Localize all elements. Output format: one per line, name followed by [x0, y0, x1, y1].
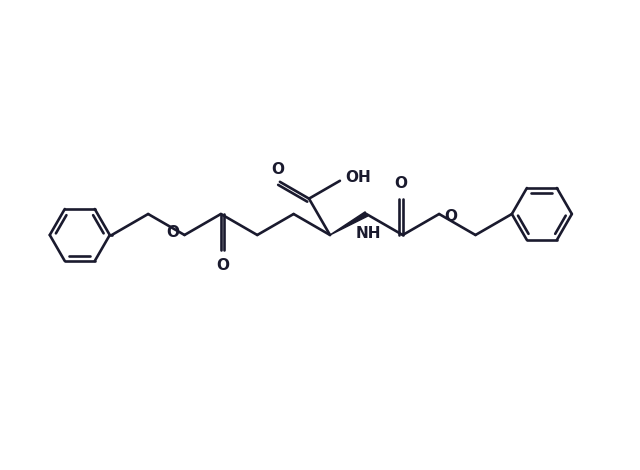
Text: O: O [216, 258, 229, 273]
Text: O: O [271, 162, 284, 177]
Polygon shape [330, 212, 367, 235]
Text: NH: NH [356, 226, 381, 241]
Text: O: O [444, 210, 457, 225]
Text: O: O [394, 176, 407, 191]
Text: OH: OH [345, 170, 371, 185]
Text: O: O [166, 225, 179, 240]
